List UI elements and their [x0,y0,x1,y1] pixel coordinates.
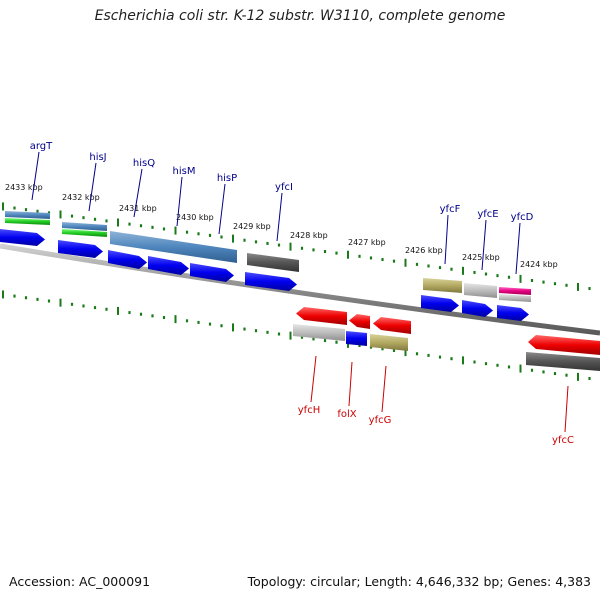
feature-block [5,218,50,225]
label-leader-line [133,168,143,218]
label-leader-line [218,183,226,235]
feature-block [62,222,107,231]
map-title: Escherichia coli str. K-12 substr. W3110… [94,8,506,24]
gene-label-hisP: hisP [217,173,237,184]
scale-label: 2427 kbp [348,238,386,247]
forward-gene-arrow [462,300,493,317]
label-leader-line [564,385,569,433]
reverse-gene-arrow [349,314,370,329]
reverse-gene-arrow [528,335,600,355]
gene-label-hisM: hisM [173,166,196,177]
scale-label: 2430 kbp [176,213,214,222]
gene-label-yfcG: yfcG [369,415,392,426]
label-leader-line [276,192,283,242]
label-leader-line [88,162,97,212]
forward-gene-arrow [421,295,459,312]
gene-label-folX: folX [337,409,356,420]
scale-label: 2429 kbp [233,222,271,231]
forward-gene-arrow [58,240,103,258]
feature-block [62,229,107,237]
feature-blocks [0,211,600,371]
gene-label-argT: argT [30,141,53,152]
label-leader-line [515,222,521,275]
reverse-tick-track [2,290,591,381]
gene-label-yfcI: yfcI [275,182,293,193]
gene-label-yfcE: yfcE [477,209,498,220]
feature-block [5,211,50,219]
genome-summary-text: Topology: circular; Length: 4,646,332 bp… [247,574,591,589]
forward-gene-arrow [497,305,529,321]
label-leader-line [176,176,183,227]
scale-label: 2432 kbp [62,193,100,202]
gene-label-hisJ: hisJ [89,152,106,163]
label-leader-line [381,365,387,413]
gene-label-yfcF: yfcF [440,204,461,215]
reverse-gene-arrow [373,317,411,334]
gene-label-yfcH: yfcH [298,405,320,416]
forward-tick-track [2,202,591,291]
forward-gene-arrow [190,263,234,282]
label-leader-line [310,355,317,403]
label-leader-line [444,214,449,265]
scale-label: 2426 kbp [405,246,443,255]
feature-block [499,287,531,295]
scale-label: 2424 kbp [520,260,558,269]
scale-label: 2433 kbp [5,183,43,192]
feature-block [526,352,600,371]
label-leader-line [348,361,353,407]
scale-label: 2428 kbp [290,231,328,240]
gene-labels: argT hisJ hisQ hisM hisP yfcI yfcF yfcE yfcD yfcH… [30,141,574,446]
scale-label: 2425 kbp [462,253,500,262]
feature-block [464,283,497,298]
feature-block [346,331,367,346]
accession-text: Accession: AC_000091 [9,574,151,589]
gene-label-yfcD: yfcD [511,212,534,223]
gene-label-hisQ: hisQ [133,158,155,169]
feature-block [370,334,408,351]
reverse-gene-arrow [296,307,347,325]
scale-label: 2431 kbp [119,204,157,213]
genome-backbone [0,243,600,336]
forward-gene-arrow [148,256,189,275]
feature-block [247,253,299,272]
feature-block [110,231,237,263]
forward-gene-arrow [108,250,147,269]
forward-gene-arrow [0,229,45,246]
label-leader-line [481,219,487,271]
scale-labels: 2433 kbp 2432 kbp 2431 kbp 2430 kbp 2429 kbp… [5,183,558,269]
feature-block [499,294,531,302]
label-leader-line [31,151,40,201]
feature-block [423,278,462,293]
feature-block [293,324,345,341]
gene-label-yfcC: yfcC [552,435,574,446]
forward-gene-arrow [245,272,297,291]
